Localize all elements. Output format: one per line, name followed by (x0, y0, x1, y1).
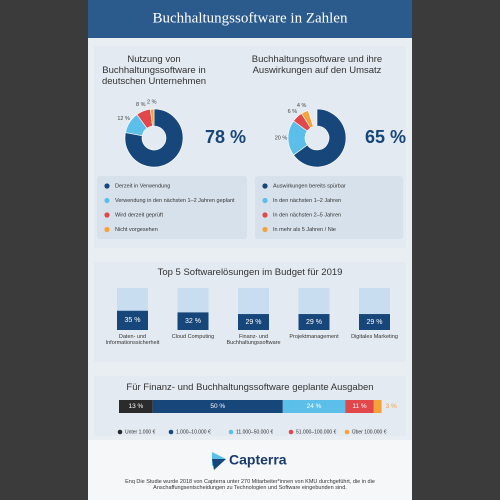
legend-marker (117, 429, 123, 435)
value-label: 3 % (386, 403, 397, 410)
legend-marker (104, 212, 110, 218)
footnote: Enq Die Studie wurde 2018 von Capterra u… (125, 479, 375, 492)
legend-label: Verwendung in den nächsten 1–2 Jahren ge… (115, 198, 235, 204)
bar-segment (282, 400, 346, 413)
bar-segment (119, 400, 153, 413)
logo-text: Capterra (229, 452, 287, 468)
legend-label: Auswirkungen bereits spürbar (273, 183, 346, 189)
value-label: 6 % (288, 109, 298, 115)
chart-title: Nutzung von Buchhaltungssoftware in deut… (101, 54, 207, 87)
value-label: 24 % (307, 403, 322, 410)
header-title: Buchhaltungssoftware in Zahlen (153, 10, 348, 26)
value-label: 50 % (210, 403, 225, 410)
legend-marker (288, 429, 294, 435)
legend-label: In den nächsten 1–2 Jahren (273, 198, 341, 204)
legend-label: Über 100.000 € (352, 428, 387, 435)
value-label: 29 % (246, 319, 262, 326)
bar (177, 312, 209, 330)
value-label: 29 % (367, 319, 383, 326)
legend-marker (262, 212, 268, 218)
legend-marker (104, 183, 110, 189)
pie-slice (150, 108, 155, 127)
legend-label: Unter 1.000 € (125, 429, 156, 435)
legend-box (255, 176, 403, 239)
pie-slice (301, 110, 314, 129)
header-bar (88, 0, 412, 38)
legend-label: In mehr als 5 Jahren / Nie (273, 227, 336, 233)
chart-title: Für Finanz- und Buchhaltungssoftware gep… (126, 382, 374, 393)
legend-label: 11.000–50.000 € (236, 429, 273, 435)
bar-segment (345, 400, 374, 413)
value-label: 2 % (147, 100, 157, 106)
logo-icon (212, 459, 226, 470)
bar (238, 314, 269, 330)
legend-marker (228, 429, 234, 435)
value-label: 4 % (297, 103, 307, 109)
legend-label: Derzeit in Verwendung (115, 183, 170, 189)
value-label: 12 % (117, 116, 130, 122)
value-label: 78 % (205, 127, 246, 147)
bar-segment (152, 400, 283, 413)
legend-marker (104, 226, 110, 233)
value-label: 13 % (128, 403, 143, 410)
legend-marker (168, 429, 174, 435)
value-label: 8 % (136, 102, 146, 108)
category-label: Projektmanagement (289, 334, 339, 340)
legend-box (97, 176, 247, 239)
category-label: Daten- und Informationssicherheit (105, 334, 160, 347)
value-label: 11 % (352, 403, 367, 410)
legend-label: Wird derzeit geprüft (115, 212, 163, 218)
bar (117, 310, 148, 330)
legend-label: 1.000–10.000 € (176, 429, 211, 435)
chart-title: Top 5 Softwarelösungen im Budget für 201… (157, 267, 343, 278)
bar (359, 314, 390, 330)
category-label: Cloud Computing (171, 334, 215, 340)
legend-marker (262, 226, 268, 233)
category-label: Finanz- und Buchhaltungssoftware (226, 334, 281, 347)
category-label: Digitales Marketing (351, 334, 398, 340)
legend-marker (262, 183, 268, 189)
value-label: 29 % (306, 319, 322, 326)
legend-label: In den nächsten 2–5 Jahren (273, 212, 341, 218)
legend-label: 51.000–100.000 € (296, 429, 337, 435)
value-label: 32 % (185, 318, 201, 325)
bar (298, 314, 330, 330)
legend-label: Nicht vorgesehen (115, 227, 158, 233)
chart-title: Buchhaltungssoftware und ihre Auswirkung… (251, 54, 383, 76)
bar-segment (373, 400, 382, 413)
pie-slice (124, 108, 184, 168)
legend-marker (104, 197, 110, 204)
value-label: 35 % (125, 317, 141, 324)
footer-bg (88, 440, 412, 500)
legend-marker (262, 197, 268, 204)
pie-slice (293, 108, 347, 168)
value-label: 65 % (365, 127, 406, 147)
legend-marker (344, 429, 350, 435)
value-label: 20 % (275, 135, 288, 141)
